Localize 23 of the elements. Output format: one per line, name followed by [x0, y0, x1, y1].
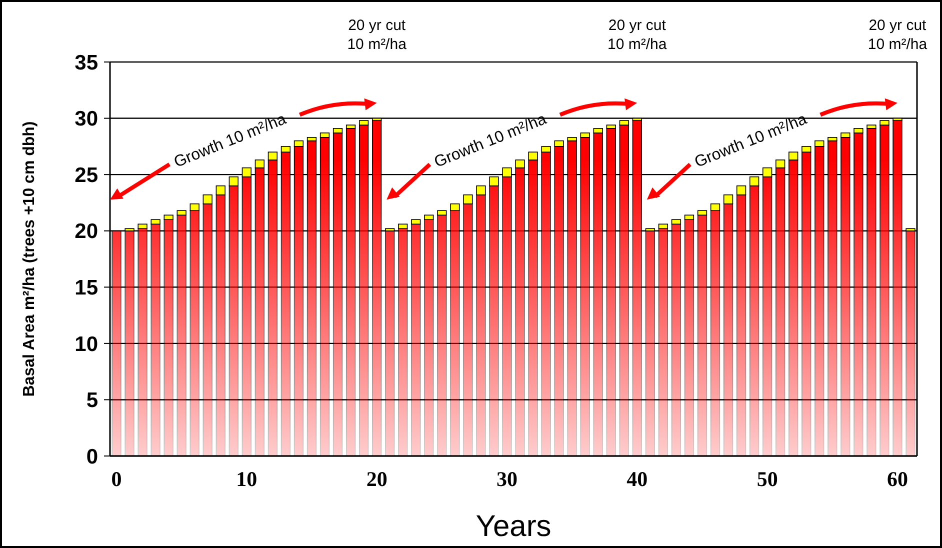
x-tick-label: 50: [756, 467, 778, 491]
x-tick-label: 60: [886, 467, 908, 491]
text: 20 yr cut 10 m²/ha: [347, 17, 408, 53]
annotation: Growth 10 m²/ha: [432, 110, 549, 172]
y-tick-label: 5: [86, 389, 98, 412]
y-tick-label: 30: [74, 108, 98, 131]
y-tick-label: 15: [74, 276, 98, 300]
text: 20 yr cut 10 m²/ha: [608, 17, 668, 53]
text: 20 yr cut 10 m²/ha: [868, 17, 928, 53]
x-tick-label: 0: [111, 467, 122, 491]
y-tick-label: 10: [74, 332, 98, 356]
x-tick-label: 20: [366, 467, 388, 491]
y-tick-label: 0: [86, 445, 98, 468]
y-tick-label: 20: [74, 220, 98, 244]
x-tick-label: 30: [496, 467, 518, 491]
x-axis-title: Years: [476, 510, 552, 543]
x-tick-label: 10: [236, 467, 258, 491]
annotation: Growth 10 m²/ha: [692, 110, 810, 172]
annotation: Growth 10 m²/ha: [172, 110, 289, 172]
y-axis-title: Basal Area m²/ha (trees +10 cm dbh): [21, 121, 38, 397]
y-tick-label: 35: [74, 51, 98, 74]
y-tick-label: 25: [74, 164, 98, 187]
x-tick-label: 40: [626, 467, 648, 491]
